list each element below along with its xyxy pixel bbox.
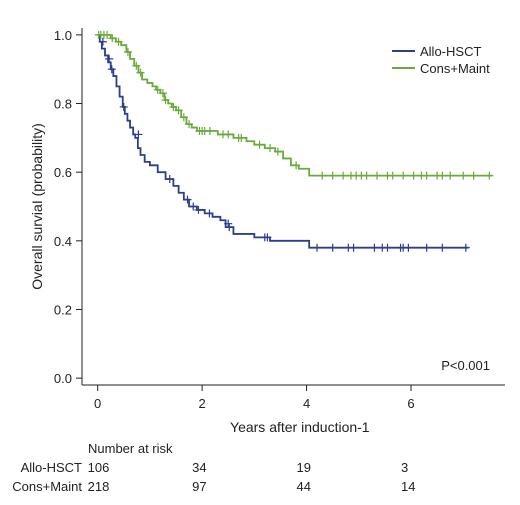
censor-mark	[313, 243, 321, 252]
x-tick-label: 4	[303, 396, 310, 411]
series-cons-maint	[94, 30, 494, 180]
censor-mark	[446, 171, 455, 180]
censor-mark	[370, 243, 379, 252]
censor-mark	[114, 37, 123, 46]
y-tick-label: 1.0	[54, 28, 72, 43]
censor-mark	[362, 171, 371, 180]
y-tick-label: 0.2	[54, 302, 72, 317]
series-allo-hsct	[97, 33, 470, 252]
censor-mark	[373, 171, 382, 180]
series-layer	[94, 30, 494, 252]
censor-mark	[153, 85, 162, 94]
risk-count: 97	[192, 479, 207, 494]
censor-mark	[169, 102, 178, 111]
censor-mark	[292, 161, 301, 170]
censor-mark	[485, 171, 494, 180]
censor-mark	[459, 171, 468, 180]
y-tick-label: 0.0	[54, 371, 72, 386]
censor-mark	[438, 243, 447, 252]
censor-mark	[388, 171, 397, 180]
censor-mark	[136, 68, 145, 77]
censor-mark	[409, 171, 418, 180]
censor-mark	[328, 243, 337, 252]
censor-mark	[179, 113, 188, 122]
risk-count: 106	[87, 460, 110, 475]
censor-mark	[422, 243, 431, 252]
censor-mark	[318, 171, 327, 180]
censor-mark	[438, 171, 447, 180]
censor-mark	[225, 223, 234, 232]
censor-mark	[339, 171, 348, 180]
censor-mark	[105, 54, 114, 63]
censor-mark	[469, 171, 478, 180]
censor-mark	[132, 61, 141, 70]
axes: 0.0 0.2 0.4 0.6 0.8 1.0 0 2 4 6	[54, 28, 505, 411]
censor-mark	[189, 202, 198, 211]
legend: Allo-HSCT Cons+Maint	[392, 44, 490, 76]
censor-mark	[263, 233, 272, 242]
censor-mark	[103, 30, 112, 39]
y-ticks: 0.0 0.2 0.4 0.6 0.8 1.0	[54, 28, 82, 386]
risk-row-label: Cons+Maint	[12, 479, 82, 494]
censor-mark	[205, 209, 214, 218]
risk-row-label: Allo-HSCT	[20, 460, 82, 475]
censor-mark	[399, 171, 408, 180]
censor-mark	[349, 243, 358, 252]
censor-mark	[224, 219, 233, 228]
risk-count: 44	[296, 479, 312, 494]
censor-mark	[185, 120, 194, 129]
p-value-annotation: P<0.001	[441, 358, 490, 373]
risk-count: 34	[192, 460, 207, 475]
legend-label: Cons+Maint	[420, 61, 490, 76]
x-tick-label: 2	[198, 396, 205, 411]
censor-mark	[404, 243, 413, 252]
censor-mark	[119, 102, 128, 111]
censor-mark	[108, 34, 117, 43]
censor-mark	[123, 48, 132, 57]
censor-mark	[161, 96, 170, 105]
y-tick-label: 0.8	[54, 97, 72, 112]
x-axis-title: Years after induction-1	[230, 419, 370, 435]
x-tick-label: 6	[407, 396, 414, 411]
censor-mark	[98, 37, 107, 46]
y-tick-label: 0.6	[54, 165, 72, 180]
censor-mark	[383, 243, 392, 252]
censor-mark	[107, 65, 116, 74]
x-ticks: 0 2 4 6	[94, 385, 415, 411]
censor-mark	[183, 195, 192, 204]
censor-mark	[174, 106, 183, 115]
risk-table-header: Number at risk	[88, 441, 173, 456]
risk-count: 19	[296, 460, 312, 475]
censor-mark	[194, 205, 203, 214]
y-axis-title: Overall surviaI (probability)	[29, 123, 45, 290]
censor-mark	[165, 175, 174, 184]
censor-mark	[134, 130, 143, 139]
censor-mark	[205, 126, 214, 135]
y-tick-label: 0.4	[54, 234, 72, 249]
risk-count: 14	[401, 479, 416, 494]
censor-mark	[255, 140, 264, 149]
x-tick-label: 0	[94, 396, 101, 411]
survival-curve	[97, 33, 469, 249]
censor-mark	[422, 171, 431, 180]
risk-count: 218	[87, 479, 110, 494]
legend-label: Allo-HSCT	[420, 44, 481, 59]
censor-mark	[158, 89, 167, 98]
risk-count: 3	[401, 460, 409, 475]
censor-mark	[461, 243, 470, 252]
censor-mark	[266, 144, 274, 153]
censor-mark	[224, 130, 233, 139]
censor-mark	[237, 133, 246, 142]
censor-mark	[273, 147, 282, 156]
censor-mark	[328, 171, 337, 180]
